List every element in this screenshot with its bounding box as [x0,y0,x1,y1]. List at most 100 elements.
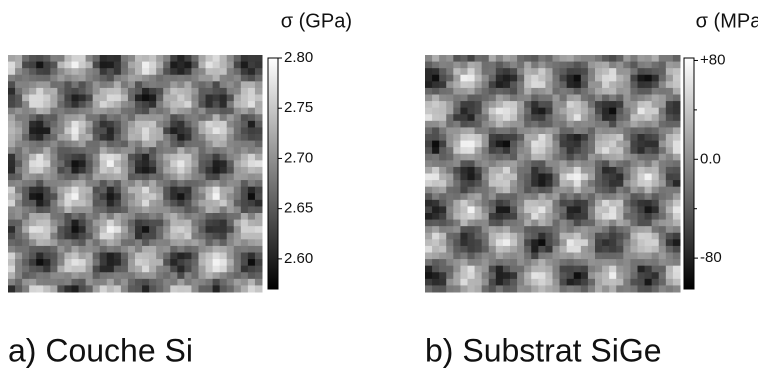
map-pixel [474,239,483,247]
map-pixel [651,101,660,109]
map-pixel [198,166,207,174]
map-pixel [552,81,561,89]
map-pixel [191,81,199,89]
map-pixel [212,55,221,63]
map-pixel [545,213,553,221]
map-pixel [205,252,214,260]
map-pixel [184,219,192,227]
map-pixel [545,134,553,142]
map-pixel [474,232,483,240]
map-pixel [425,245,433,253]
map-pixel [219,94,228,102]
map-pixel [439,219,447,227]
map-pixel [651,285,660,293]
map-pixel [219,166,228,174]
map-pixel [481,193,490,201]
map-pixel [502,173,511,181]
map-pixel [219,127,228,135]
map-pixel [453,74,461,82]
map-pixel [205,239,214,247]
map-pixel [113,107,122,115]
map-pixel [566,81,575,89]
map-pixel [92,265,101,273]
map-pixel [587,140,596,148]
map-pixel [106,107,115,115]
map-pixel [672,265,681,273]
map-pixel [502,153,511,161]
map-pixel [587,278,596,286]
map-pixel [8,278,16,286]
map-pixel [170,186,178,194]
map-pixel [99,160,108,168]
map-pixel [64,232,72,240]
map-pixel [623,114,631,122]
map-pixel [672,245,681,253]
map-pixel [502,74,511,82]
map-pixel [85,153,94,161]
map-pixel [212,272,221,280]
map-pixel [559,94,568,102]
map-pixel [580,61,589,69]
map-pixel [665,213,674,221]
map-pixel [226,265,235,273]
map-pixel [78,140,87,148]
map-pixel [595,219,603,227]
map-pixel [651,265,660,273]
map-pixel [467,193,476,201]
map-pixel [432,74,440,82]
map-pixel [226,193,235,201]
map-pixel [57,278,65,286]
map-pixel [127,173,136,181]
map-pixel [587,213,596,221]
map-pixel [425,239,433,247]
map-pixel [616,173,624,181]
map-pixel [177,239,185,247]
map-pixel [135,213,143,221]
map-pixel [623,206,631,214]
map-pixel [545,186,553,194]
map-pixel [609,239,617,247]
map-pixel [644,127,653,135]
map-pixel [8,140,16,148]
map-pixel [191,120,199,128]
map-pixel [524,147,532,155]
map-pixel [127,166,136,174]
map-pixel [233,285,242,293]
map-pixel [170,206,178,214]
map-pixel [170,74,178,82]
map-pixel [559,87,568,95]
map-pixel [57,55,65,63]
map-pixel [425,186,433,194]
map-pixel [531,74,539,82]
unit-label: σ (MPa) [696,10,758,32]
map-pixel [191,265,199,273]
map-pixel [120,127,129,135]
map-pixel [623,285,631,293]
map-pixel [616,193,624,201]
map-pixel [644,232,653,240]
map-pixel [64,245,72,253]
map-pixel [85,120,94,128]
map-pixel [92,134,101,142]
map-pixel [205,87,214,95]
map-pixel [538,147,546,155]
map-pixel [247,160,256,168]
map-pixel [15,239,23,247]
map-pixel [609,226,617,234]
map-pixel [644,239,653,247]
map-pixel [106,193,115,201]
map-pixel [226,68,235,76]
map-pixel [552,252,561,260]
map-pixel [672,55,681,63]
map-pixel [630,232,638,240]
map-pixel [85,285,94,293]
map-pixel [495,245,504,253]
map-pixel [630,206,638,214]
map-pixel [99,61,108,69]
map-pixel [595,134,603,142]
map-pixel [205,232,214,240]
map-pixel [644,114,653,122]
map-pixel [57,173,65,181]
map-pixel [177,245,185,253]
map-pixel [474,252,483,260]
